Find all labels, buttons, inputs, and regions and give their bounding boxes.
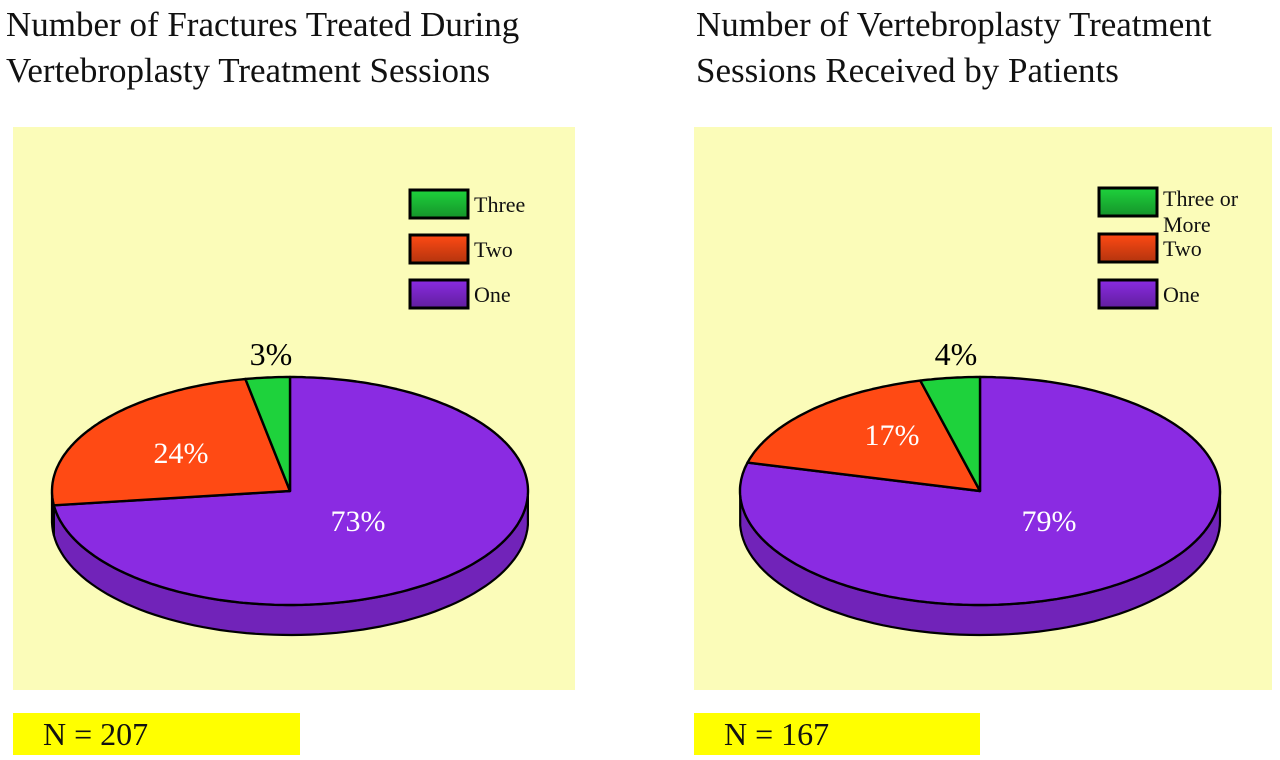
legend-swatch-one — [1097, 278, 1159, 310]
slice-label-two: 17% — [865, 419, 920, 452]
legend-label-one: One — [474, 282, 511, 307]
pie-slice-two — [746, 379, 982, 493]
pie-top — [738, 375, 1222, 607]
pie-slice-three — [244, 375, 292, 493]
legend-swatch-two — [1097, 232, 1159, 264]
legend-swatch-three — [408, 188, 470, 220]
pie-slice-two — [50, 377, 292, 507]
pie-slice-three-or-more — [919, 375, 982, 493]
legend-swatch-one — [408, 278, 470, 310]
chart-title-line-1: Number of Fractures Treated During — [6, 5, 520, 44]
slice-label-one: 73% — [331, 505, 386, 538]
plot-area: 73% 24% 3% Three Two One — [13, 127, 575, 690]
sample-size-label: N = 167 — [694, 713, 980, 755]
legend-label-three-or-more: Three or More — [1163, 186, 1239, 237]
chart-title-line-1: Number of Vertebroplasty Treatment — [696, 5, 1212, 44]
legend-label-three: Three — [474, 192, 525, 217]
legend-swatch-two — [408, 233, 470, 265]
legend: Three Two One — [408, 188, 525, 310]
chart-panel-fractures: Number of Fractures Treated During Verte… — [0, 0, 600, 760]
legend-label-two: Two — [1163, 236, 1202, 261]
pie-chart: 73% 24% 3% Three Two One — [50, 188, 530, 637]
slice-label-two: 24% — [154, 437, 209, 470]
legend-swatch-three-or-more — [1097, 186, 1159, 218]
legend-label-one: One — [1163, 282, 1200, 307]
pie-top — [50, 375, 530, 607]
plot-area: 79% 17% 4% Three or More Two One — [694, 127, 1272, 690]
chart-title: Number of Fractures Treated During Verte… — [6, 2, 606, 94]
legend-label-two: Two — [474, 237, 513, 262]
chart-title: Number of Vertebroplasty Treatment Sessi… — [696, 2, 1280, 94]
chart-title-line-2: Sessions Received by Patients — [696, 51, 1119, 90]
sample-size-label: N = 207 — [13, 713, 300, 755]
slice-label-three-or-more: 4% — [935, 336, 978, 372]
slice-label-three: 3% — [250, 336, 293, 372]
slice-label-one: 79% — [1022, 505, 1077, 538]
chart-title-line-2: Vertebroplasty Treatment Sessions — [6, 51, 491, 90]
chart-panel-sessions: Number of Vertebroplasty Treatment Sessi… — [690, 0, 1280, 760]
